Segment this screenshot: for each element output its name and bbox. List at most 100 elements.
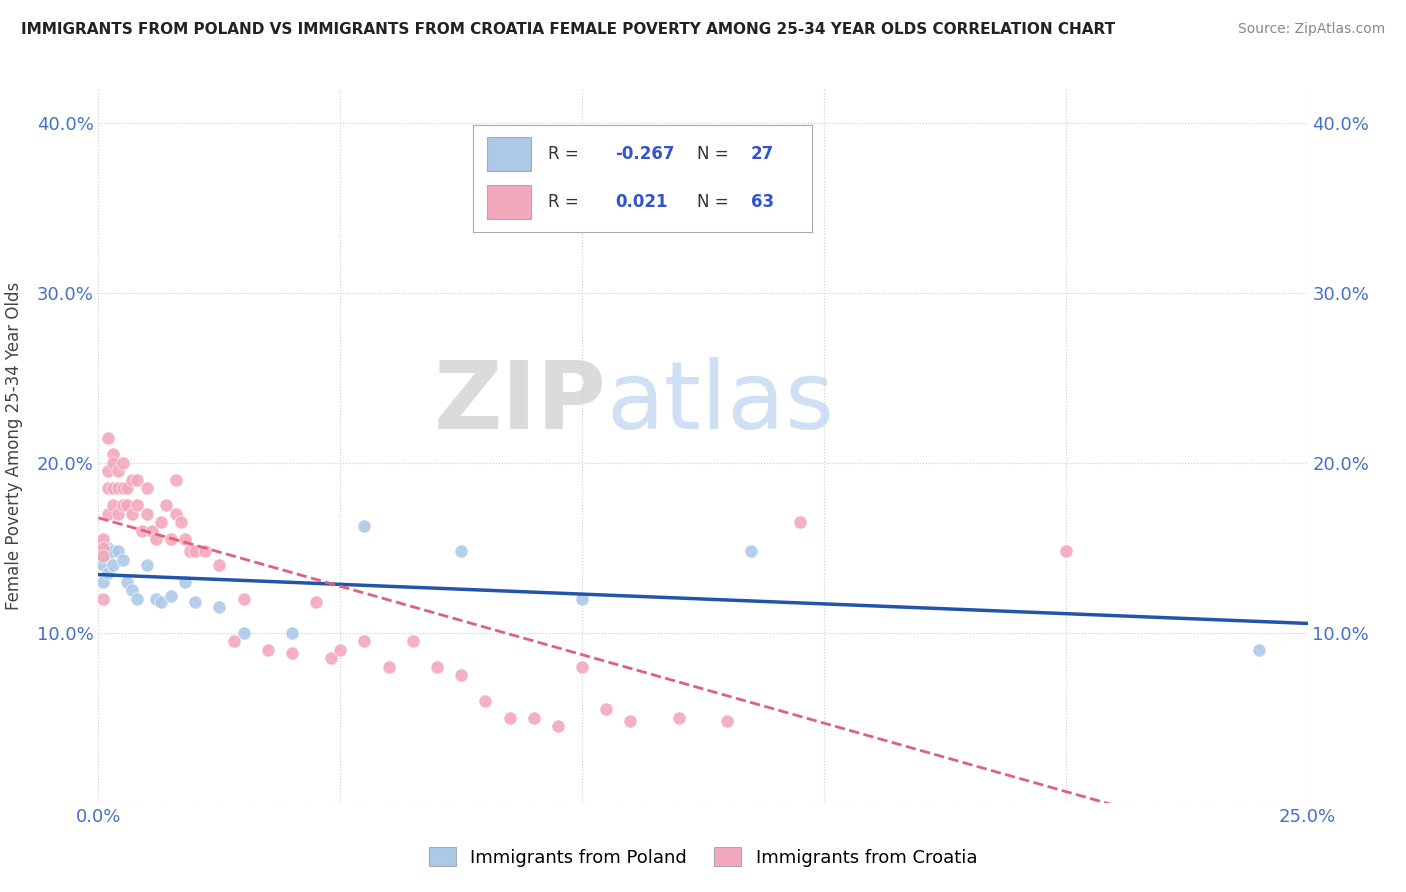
Point: [402, 634, 425, 648]
Point: [232, 591, 254, 606]
Point: [101, 558, 124, 572]
Point: [97, 430, 120, 444]
Point: [740, 544, 762, 558]
Point: [141, 524, 163, 538]
Point: [174, 533, 197, 547]
Point: [91, 549, 114, 564]
Point: [101, 499, 124, 513]
Point: [91, 549, 114, 564]
Point: [174, 574, 197, 589]
Point: [619, 714, 641, 729]
Point: [135, 482, 157, 496]
Point: [91, 541, 114, 555]
Point: [97, 549, 120, 564]
Point: [165, 473, 187, 487]
Text: -0.267: -0.267: [616, 145, 675, 162]
Point: [281, 646, 304, 660]
Point: [498, 711, 520, 725]
Point: [377, 660, 399, 674]
Point: [131, 524, 153, 538]
Text: atlas: atlas: [606, 357, 835, 450]
Point: [121, 583, 143, 598]
Point: [165, 507, 187, 521]
Point: [150, 516, 173, 530]
Point: [121, 507, 143, 521]
Point: [117, 499, 139, 513]
Point: [107, 544, 129, 558]
Point: [716, 714, 738, 729]
Point: [107, 465, 129, 479]
Text: 0.021: 0.021: [616, 193, 668, 211]
Point: [97, 465, 120, 479]
Point: [107, 507, 129, 521]
Point: [450, 544, 472, 558]
Point: [111, 553, 134, 567]
Point: [194, 544, 217, 558]
Point: [91, 591, 114, 606]
Point: [450, 668, 472, 682]
Point: [117, 574, 139, 589]
Point: [97, 541, 120, 555]
Point: [1249, 643, 1271, 657]
Point: [97, 566, 120, 581]
Point: [256, 643, 278, 657]
Text: N =: N =: [697, 193, 728, 211]
Point: [179, 544, 201, 558]
Point: [97, 482, 120, 496]
Point: [127, 473, 149, 487]
Point: [101, 544, 124, 558]
Point: [319, 651, 342, 665]
Point: [208, 600, 231, 615]
Point: [523, 711, 546, 725]
Y-axis label: Female Poverty Among 25-34 Year Olds: Female Poverty Among 25-34 Year Olds: [4, 282, 22, 610]
Point: [121, 473, 143, 487]
Point: [127, 591, 149, 606]
Point: [117, 482, 139, 496]
Point: [184, 544, 207, 558]
Point: [281, 626, 304, 640]
Point: [97, 507, 120, 521]
Point: [222, 634, 245, 648]
Point: [160, 533, 183, 547]
Point: [145, 533, 167, 547]
Point: [135, 558, 157, 572]
Point: [91, 558, 114, 572]
Point: [329, 643, 352, 657]
Point: [155, 499, 177, 513]
Text: 27: 27: [751, 145, 775, 162]
Point: [426, 660, 449, 674]
Text: 63: 63: [751, 193, 775, 211]
Point: [111, 456, 134, 470]
Point: [127, 499, 149, 513]
Point: [150, 595, 173, 609]
Point: [111, 499, 134, 513]
Text: R =: R =: [548, 193, 578, 211]
Point: [169, 516, 191, 530]
Point: [1054, 544, 1077, 558]
Point: [353, 634, 375, 648]
Legend: Immigrants from Poland, Immigrants from Croatia: Immigrants from Poland, Immigrants from …: [422, 840, 984, 874]
Point: [101, 456, 124, 470]
Text: ZIP: ZIP: [433, 357, 606, 450]
Text: N =: N =: [697, 145, 728, 162]
Point: [145, 591, 167, 606]
Text: IMMIGRANTS FROM POLAND VS IMMIGRANTS FROM CROATIA FEMALE POVERTY AMONG 25-34 YEA: IMMIGRANTS FROM POLAND VS IMMIGRANTS FRO…: [21, 22, 1115, 37]
Point: [91, 533, 114, 547]
Point: [91, 574, 114, 589]
Point: [232, 626, 254, 640]
Text: R =: R =: [548, 145, 578, 162]
Bar: [486, 136, 531, 171]
Bar: [486, 185, 531, 219]
Point: [184, 595, 207, 609]
Point: [111, 482, 134, 496]
Point: [353, 519, 375, 533]
Point: [101, 448, 124, 462]
Text: Source: ZipAtlas.com: Source: ZipAtlas.com: [1237, 22, 1385, 37]
Point: [547, 719, 569, 733]
Point: [305, 595, 328, 609]
Point: [789, 516, 811, 530]
Point: [107, 482, 129, 496]
Point: [135, 507, 157, 521]
Point: [571, 591, 593, 606]
Point: [160, 589, 183, 603]
